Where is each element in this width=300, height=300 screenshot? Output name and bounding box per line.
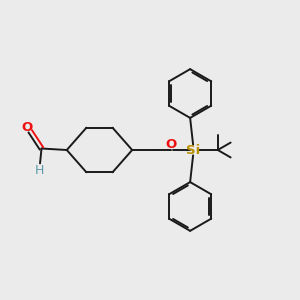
Text: H: H (35, 164, 44, 177)
Text: O: O (21, 121, 32, 134)
Text: Si: Si (186, 143, 200, 157)
Text: O: O (165, 138, 176, 152)
